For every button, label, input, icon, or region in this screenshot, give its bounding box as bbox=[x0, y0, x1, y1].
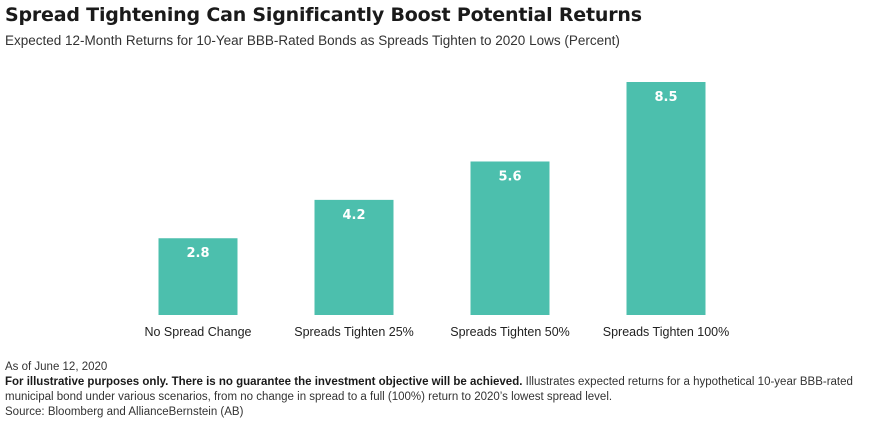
disclaimer: For illustrative purposes only. There is… bbox=[5, 375, 865, 405]
bar-value-label-2: 4.2 bbox=[342, 208, 365, 223]
disclaimer-text: Illustrates expected returns for a hypot… bbox=[5, 376, 853, 403]
value-labels-group: 2.8 4.2 5.6 8.5 bbox=[186, 90, 677, 261]
category-label-3: Spreads Tighten 50% bbox=[450, 325, 570, 339]
bar-4 bbox=[626, 82, 706, 315]
bar-value-label-1: 2.8 bbox=[186, 246, 209, 261]
source-note: Source: Bloomberg and AllianceBernstein … bbox=[5, 406, 244, 418]
bars-group bbox=[158, 82, 706, 315]
bar-2 bbox=[314, 199, 394, 315]
category-label-2: Spreads Tighten 25% bbox=[294, 325, 414, 339]
footnotes: As of June 12, 2020 For illustrative pur… bbox=[5, 360, 865, 420]
category-label-1: No Spread Change bbox=[144, 325, 251, 339]
bar-value-label-4: 8.5 bbox=[654, 90, 677, 105]
bar-3 bbox=[470, 161, 550, 315]
bar-chart: 2.8 4.2 5.6 8.5 No Spread Change Spreads Tig… bbox=[144, 82, 729, 339]
chart-title: Spread Tightening Can Significantly Boos… bbox=[5, 4, 642, 26]
disclaimer-bold: For illustrative purposes only. There is… bbox=[5, 376, 523, 388]
chart-subtitle: Expected 12-Month Returns for 10-Year BB… bbox=[5, 33, 620, 48]
category-label-4: Spreads Tighten 100% bbox=[603, 325, 729, 339]
bar-1 bbox=[158, 238, 238, 315]
bar-value-label-3: 5.6 bbox=[498, 169, 521, 184]
category-labels-group: No Spread Change Spreads Tighten 25% Sprea… bbox=[144, 325, 729, 339]
as-of-date: As of June 12, 2020 bbox=[5, 361, 108, 373]
